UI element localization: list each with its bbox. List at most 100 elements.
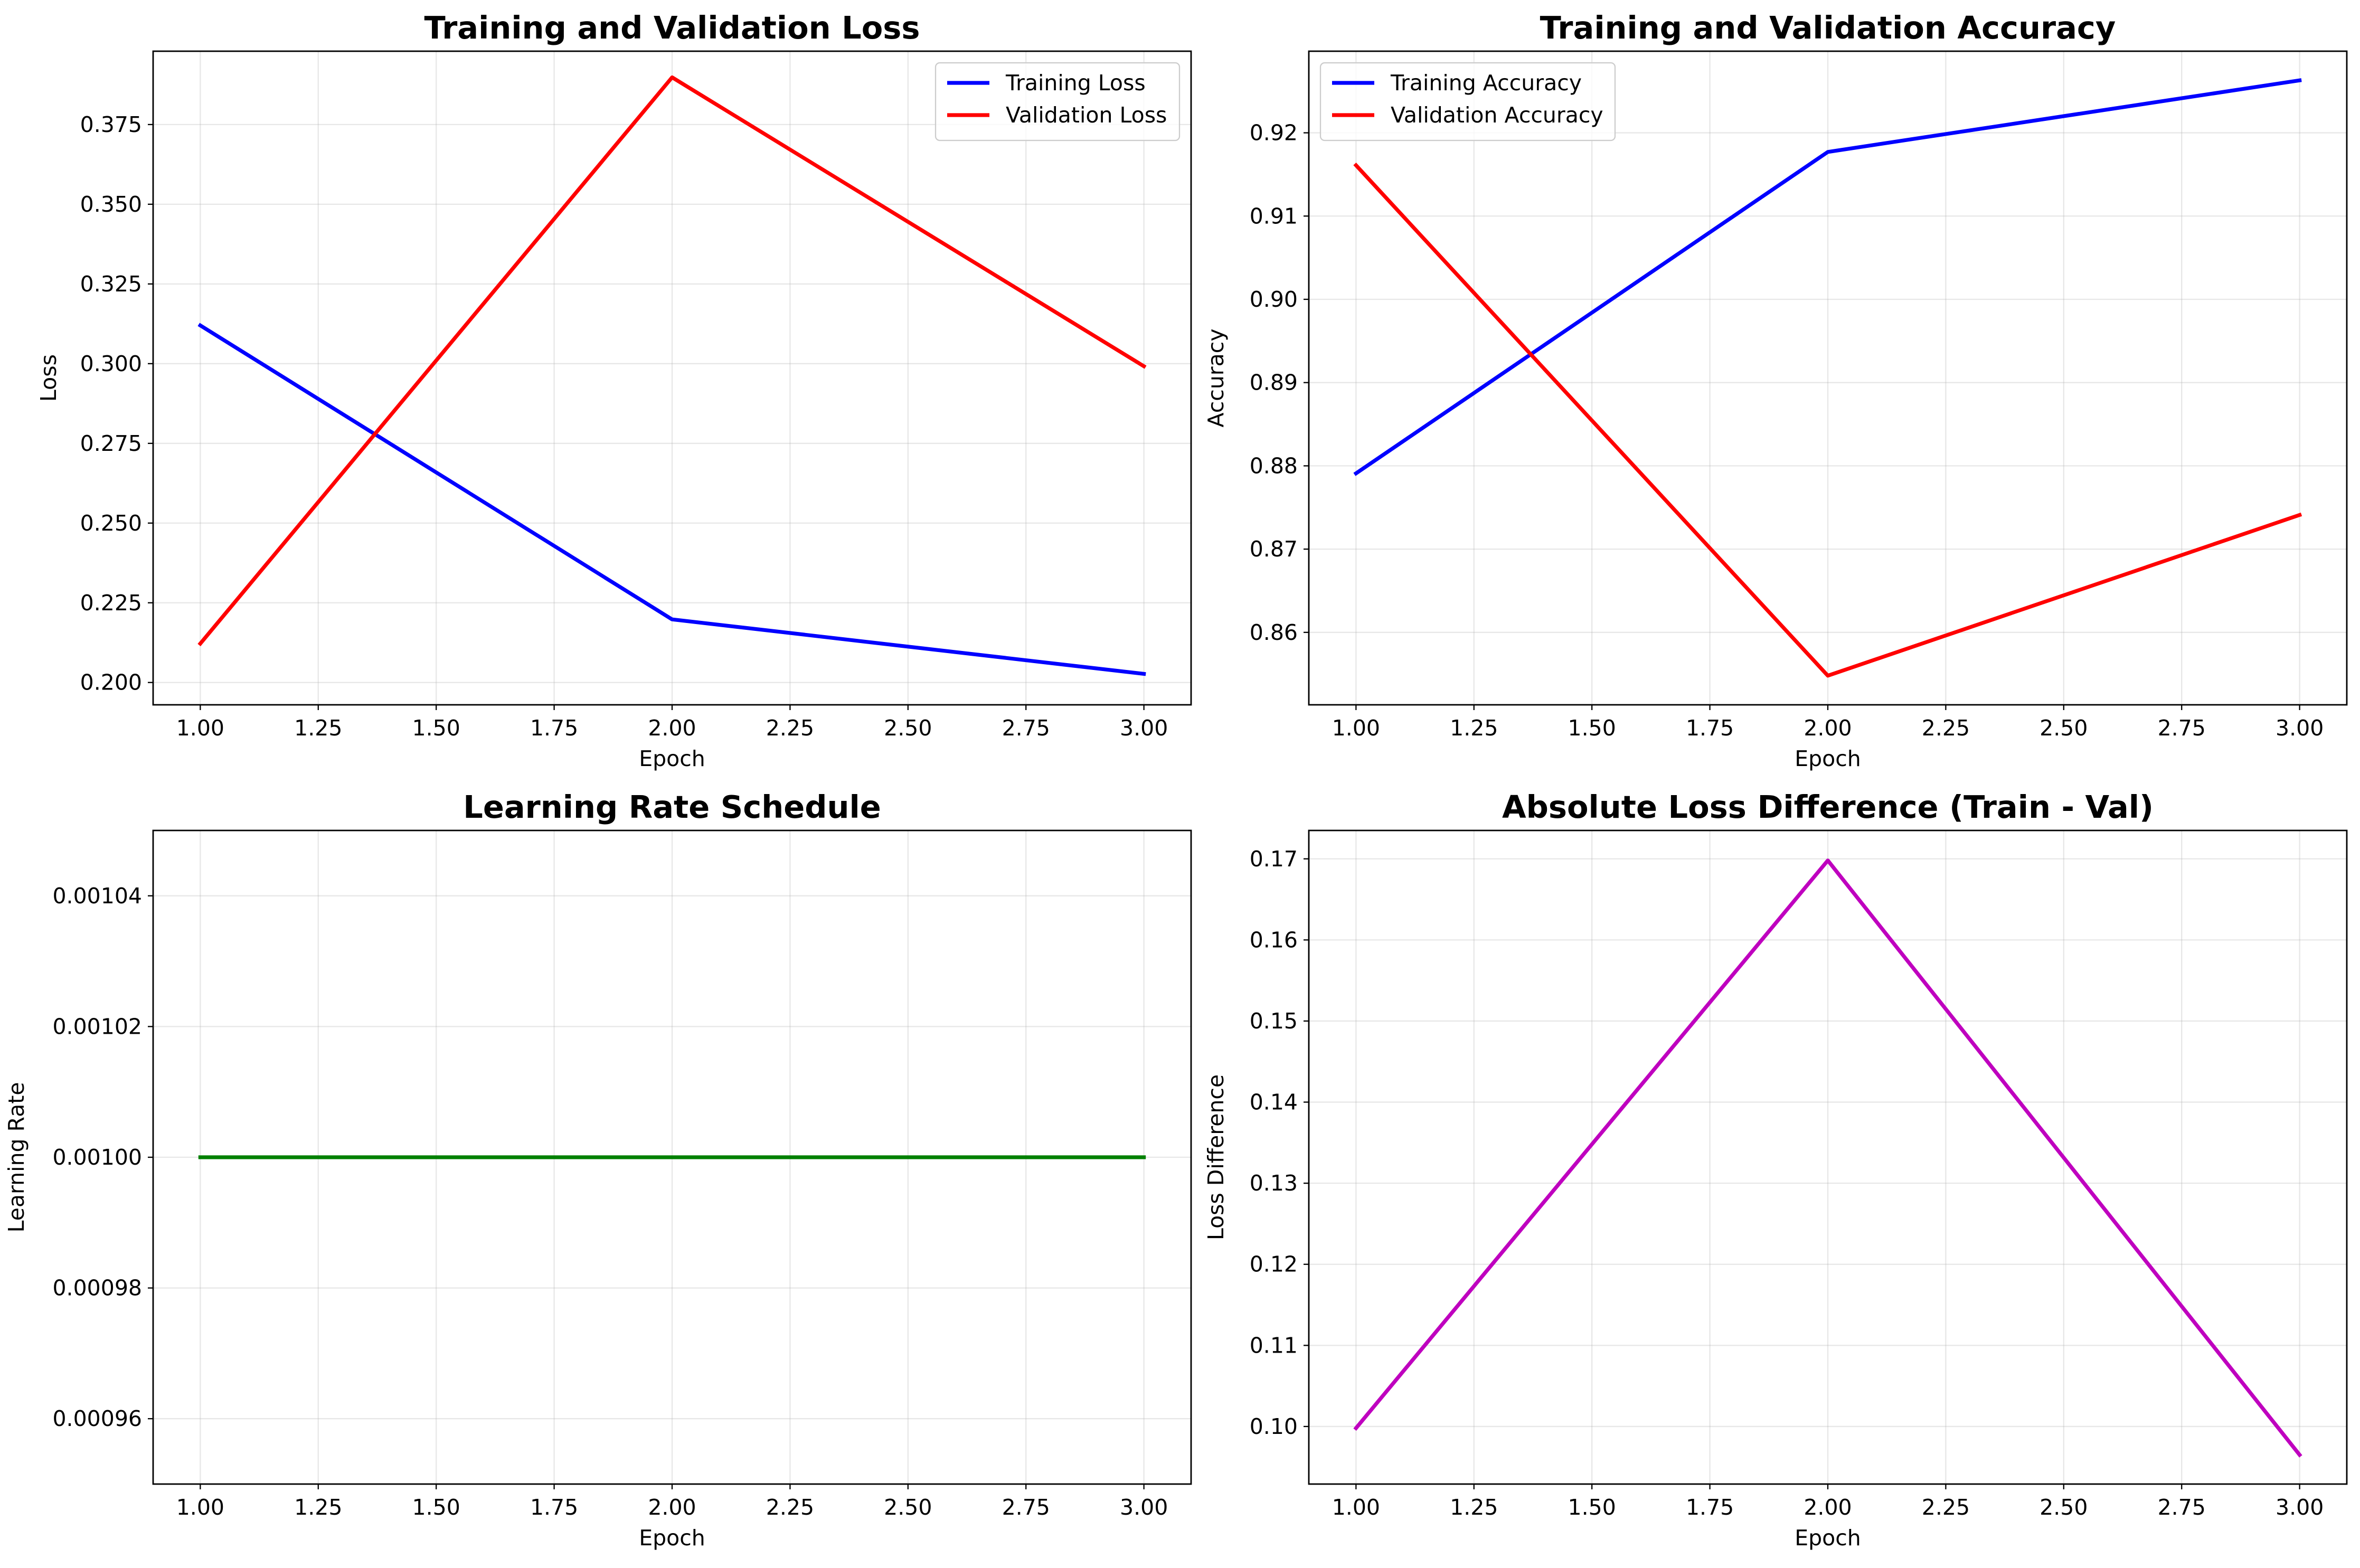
chart-title: Learning Rate Schedule <box>463 789 881 825</box>
legend-label: Training Loss <box>1005 70 1146 96</box>
y-tick-label: 0.86 <box>1250 620 1298 645</box>
x-tick-label: 3.00 <box>1120 1495 1168 1520</box>
subplot-accuracy: Training and Validation Accuracy Epoch A… <box>1203 10 2348 771</box>
subplot-learning-rate: Learning Rate Schedule Epoch Learning Ra… <box>4 789 1192 1551</box>
x-tick-label: 1.75 <box>1686 1495 1734 1520</box>
y-tick-label: 0.91 <box>1250 203 1298 229</box>
x-tick-label: 2.50 <box>2040 715 2088 741</box>
y-tick-label: 0.225 <box>80 590 142 616</box>
y-tick-label: 0.300 <box>80 351 142 376</box>
y-tick-label: 0.10 <box>1250 1414 1298 1439</box>
y-tick-label: 0.275 <box>80 431 142 456</box>
series-line-series-1 <box>1353 858 2302 1458</box>
y-tick-label: 0.375 <box>80 112 142 137</box>
plot-area <box>153 51 1191 705</box>
x-axis-label: Epoch <box>1795 746 1861 771</box>
x-tick-label: 1.25 <box>1450 1495 1498 1520</box>
x-tick-label: 2.00 <box>1804 715 1852 741</box>
y-tick-label: 0.00098 <box>52 1276 142 1301</box>
subplot-loss: Training and Validation Loss Epoch Loss … <box>36 10 1192 771</box>
x-tick-label: 2.50 <box>884 715 932 741</box>
y-tick-label: 0.90 <box>1250 287 1298 312</box>
legend-label: Validation Accuracy <box>1391 102 1603 128</box>
y-tick-label: 0.350 <box>80 192 142 217</box>
grid <box>1309 51 2347 705</box>
y-axis-label: Learning Rate <box>4 1082 29 1232</box>
legend-frame <box>1319 62 1616 141</box>
y-tick-label: 0.325 <box>80 271 142 297</box>
x-tick-label: 1.75 <box>1686 715 1734 741</box>
legend: Training Loss Validation Loss <box>934 62 1181 141</box>
y-tick-label: 0.88 <box>1250 453 1298 478</box>
x-tick-label: 2.50 <box>2040 1495 2088 1520</box>
x-tick-label: 2.75 <box>2158 1495 2206 1520</box>
legend-label: Validation Loss <box>1006 102 1167 128</box>
x-tick-label: 2.50 <box>884 1495 932 1520</box>
axes-frame <box>152 829 1192 1485</box>
x-tick-label: 1.50 <box>1568 1495 1616 1520</box>
y-tick-label: 0.16 <box>1250 927 1298 952</box>
y-tick-label: 0.12 <box>1250 1252 1298 1277</box>
x-tick-label: 2.00 <box>648 715 696 741</box>
legend-label: Training Accuracy <box>1390 70 1582 96</box>
x-tick-label: 2.25 <box>1922 1495 1970 1520</box>
axes-frame <box>152 50 1192 706</box>
subplot-loss-difference: Absolute Loss Difference (Train - Val) E… <box>1203 789 2348 1551</box>
chart-title: Training and Validation Loss <box>424 10 920 46</box>
grid <box>1309 830 2347 1484</box>
x-tick-label: 1.00 <box>176 1495 224 1520</box>
x-tick-label: 2.25 <box>766 715 814 741</box>
x-tick-label: 3.00 <box>2276 1495 2324 1520</box>
plot-area <box>1309 830 2347 1484</box>
x-tick-label: 1.75 <box>530 715 578 741</box>
series-line-validation-accuracy <box>1353 163 2302 678</box>
x-tick-label: 1.50 <box>412 1495 460 1520</box>
x-tick-label: 2.25 <box>766 1495 814 1520</box>
x-tick-label: 1.00 <box>176 715 224 741</box>
x-tick-label: 1.75 <box>530 1495 578 1520</box>
y-tick-label: 0.17 <box>1250 846 1298 872</box>
x-tick-label: 3.00 <box>2276 715 2324 741</box>
y-axis-label: Loss Difference <box>1203 1074 1229 1240</box>
y-axis-label: Accuracy <box>1203 328 1229 427</box>
x-tick-label: 1.00 <box>1332 1495 1380 1520</box>
y-tick-label: 0.92 <box>1250 120 1298 146</box>
x-tick-label: 2.75 <box>2158 715 2206 741</box>
y-tick-label: 0.250 <box>80 511 142 536</box>
x-tick-label: 1.50 <box>412 715 460 741</box>
series-line-training-loss <box>197 323 1146 676</box>
plot-area <box>1309 51 2347 705</box>
x-tick-label: 2.00 <box>648 1495 696 1520</box>
y-tick-label: 0.87 <box>1250 536 1298 562</box>
axes-frame <box>1308 50 2348 706</box>
chart-title: Training and Validation Accuracy <box>1540 10 2116 46</box>
x-tick-label: 2.75 <box>1002 715 1050 741</box>
y-axis-label: Loss <box>36 354 61 402</box>
x-tick-label: 3.00 <box>1120 715 1168 741</box>
legend: Training Accuracy Validation Accuracy <box>1319 62 1616 141</box>
y-tick-label: 0.00100 <box>52 1145 142 1170</box>
x-axis-label: Epoch <box>1795 1525 1861 1551</box>
axes-frame <box>1308 829 2348 1485</box>
y-tick-label: 0.11 <box>1250 1333 1298 1358</box>
x-tick-label: 1.50 <box>1568 715 1616 741</box>
series-line-training-accuracy <box>1353 78 2302 476</box>
y-tick-label: 0.15 <box>1250 1008 1298 1034</box>
y-tick-label: 0.89 <box>1250 370 1298 395</box>
x-tick-label: 2.25 <box>1922 715 1970 741</box>
x-tick-label: 2.00 <box>1804 1495 1852 1520</box>
y-tick-label: 0.200 <box>80 670 142 695</box>
grid <box>153 51 1191 705</box>
y-tick-label: 0.13 <box>1250 1170 1298 1196</box>
y-tick-label: 0.14 <box>1250 1090 1298 1115</box>
y-tick-label: 0.00104 <box>52 883 142 909</box>
x-tick-label: 1.25 <box>1450 715 1498 741</box>
x-axis-label: Epoch <box>639 1525 705 1551</box>
legend-frame <box>934 62 1181 141</box>
x-tick-label: 1.25 <box>294 1495 342 1520</box>
x-tick-label: 1.00 <box>1332 715 1380 741</box>
x-axis-label: Epoch <box>639 746 705 771</box>
chart-title: Absolute Loss Difference (Train - Val) <box>1502 789 2154 825</box>
y-tick-label: 0.00096 <box>52 1406 142 1431</box>
